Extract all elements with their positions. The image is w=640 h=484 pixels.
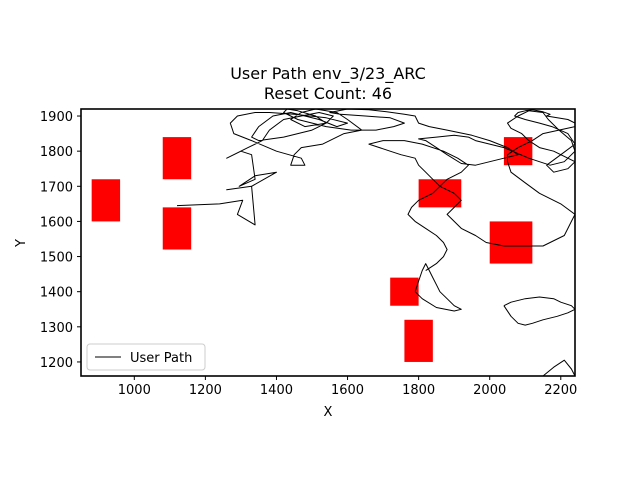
- x-tick-label: 2200: [544, 383, 577, 398]
- y-tick-label: 1900: [40, 110, 73, 125]
- chart-subtitle: Reset Count: 46: [264, 84, 392, 103]
- x-tick-label: 1600: [331, 383, 364, 398]
- y-tick-label: 1200: [40, 356, 73, 371]
- y-axis-title: Y: [14, 239, 29, 248]
- y-tick-label: 1600: [40, 215, 73, 230]
- x-axis-title: X: [324, 405, 333, 420]
- y-tick-label: 1700: [40, 180, 73, 195]
- obstacle-rect-7: [390, 277, 419, 306]
- y-tick-label: 1300: [40, 321, 73, 336]
- user-path-segment-3: [503, 296, 575, 326]
- user-path-segment-2: [414, 263, 462, 312]
- y-tick-label: 1500: [40, 251, 73, 266]
- x-tick-label: 1000: [118, 383, 151, 398]
- legend-box: [86, 343, 206, 371]
- x-tick-label: 2000: [473, 383, 506, 398]
- legend: User Path: [86, 343, 206, 371]
- obstacle-rect-6: [489, 221, 533, 264]
- user-path-segment-1: [176, 109, 575, 272]
- x-tick-label: 1200: [189, 383, 222, 398]
- x-tick-label: 1800: [402, 383, 435, 398]
- x-ticks: 1000 1200 1400 1600 1800 2000 2200: [118, 376, 577, 398]
- legend-label: User Path: [130, 351, 192, 366]
- obstacle-rect-1: [91, 179, 121, 222]
- plot-frame: [80, 108, 576, 377]
- y-ticks: 1200 1300 1400 1500 1600 1700 1800 1900: [40, 110, 81, 371]
- obstacle-rect-5: [503, 137, 533, 166]
- x-tick-label: 1400: [260, 383, 293, 398]
- obstacles: [91, 137, 533, 362]
- obstacle-rect-3: [162, 207, 192, 250]
- user-path-segment-4: [542, 359, 575, 376]
- obstacle-rect-2: [162, 137, 192, 180]
- user-path-lines: [176, 109, 575, 376]
- y-tick-label: 1800: [40, 145, 73, 160]
- chart-title: User Path env_3/23_ARC: [230, 64, 426, 84]
- y-tick-label: 1400: [40, 286, 73, 301]
- obstacle-rect-8: [404, 319, 433, 362]
